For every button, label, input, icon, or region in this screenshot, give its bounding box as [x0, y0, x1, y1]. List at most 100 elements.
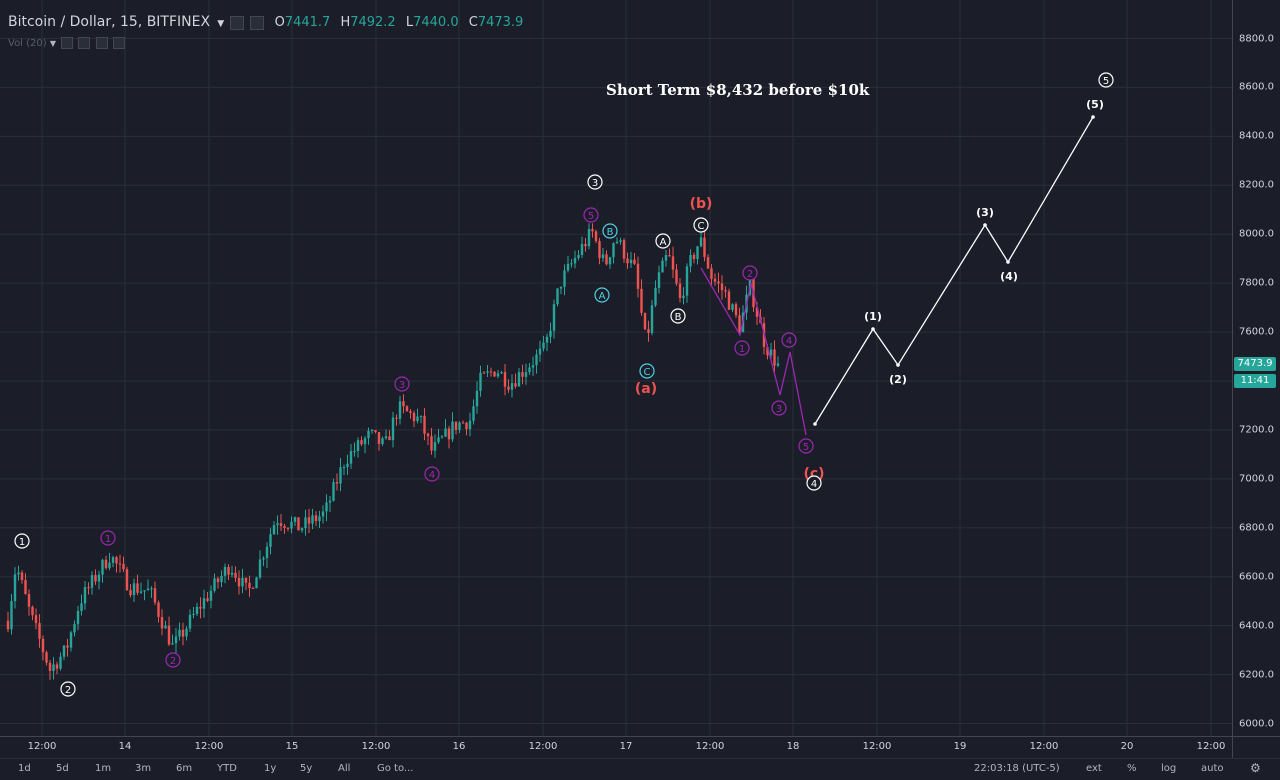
- time-tick: 19: [953, 741, 967, 752]
- range-button[interactable]: All: [338, 763, 351, 774]
- candle-body: [192, 614, 195, 616]
- range-button[interactable]: Go to...: [377, 763, 414, 774]
- candle-body: [552, 304, 556, 331]
- wave-label-text: A: [599, 291, 606, 302]
- wave-label: (2): [889, 373, 907, 386]
- volume-legend: Vol (20) ▼: [8, 37, 125, 49]
- wave-label: 1: [734, 340, 750, 356]
- settings-icon[interactable]: [250, 15, 265, 30]
- price-tick: 6600.0: [1239, 571, 1274, 583]
- projection-node: [896, 363, 900, 367]
- close-label: C: [468, 15, 478, 30]
- close-value: 7473.9: [477, 15, 524, 30]
- candle-body: [612, 243, 615, 258]
- candle-body: [346, 463, 349, 467]
- wave-label-ring: [639, 363, 655, 379]
- caret-down-icon[interactable]: ▼: [217, 19, 225, 29]
- candle-body: [486, 371, 489, 373]
- candle-body: [556, 288, 559, 305]
- ext-toggle[interactable]: ext: [1086, 763, 1102, 774]
- candle-body: [535, 354, 538, 366]
- range-button[interactable]: YTD: [217, 763, 237, 774]
- candle-body: [668, 255, 671, 257]
- range-button[interactable]: 5d: [56, 763, 69, 774]
- hide-icon[interactable]: [230, 15, 245, 30]
- candle-body: [591, 228, 594, 232]
- wave-label-ring: [1098, 72, 1114, 88]
- candle-body: [325, 502, 328, 512]
- chart-pane[interactable]: 1 2 1 2 3 4 5 B A C 3 A B C (b) (a) 2 1 4 3 5 (c) 4 (1) (2) (3) (4…: [0, 0, 1232, 736]
- candle-body: [391, 417, 395, 441]
- wave-label: 1: [14, 533, 30, 549]
- settings-icon[interactable]: [78, 37, 91, 49]
- wave-label-text: (2): [889, 373, 907, 386]
- wave-label-ring: [693, 217, 709, 233]
- candle-body: [549, 330, 552, 337]
- candle-body: [353, 450, 356, 452]
- wave-label-text: 1: [739, 344, 745, 355]
- wave-label-ring: [742, 265, 758, 281]
- caret-down-icon[interactable]: ▼: [49, 39, 57, 48]
- candle-body: [493, 371, 496, 377]
- wave-label: 5: [1098, 72, 1114, 88]
- candle-body: [150, 588, 153, 590]
- time-axis[interactable]: 12:00 14 12:00 15 12:00 16 12:00 17 12:00 18 12:00…: [0, 736, 1232, 758]
- candle-body: [125, 569, 129, 591]
- candle-body: [342, 466, 346, 468]
- range-button[interactable]: 1y: [264, 763, 277, 774]
- range-button[interactable]: 6m: [176, 763, 193, 774]
- candle-body: [517, 372, 521, 387]
- wave-label-text: 2: [65, 685, 71, 696]
- candle-body: [580, 244, 584, 255]
- wave-label: (b): [690, 196, 713, 212]
- time-tick: 12:00: [862, 741, 892, 752]
- candle-body: [521, 372, 524, 377]
- symbol-title[interactable]: Bitcoin / Dollar, 15, BITFINEX: [8, 14, 211, 30]
- candle-body: [160, 616, 164, 629]
- candle-body: [430, 436, 433, 451]
- candle-body: [615, 241, 619, 244]
- time-tick: 12:00: [528, 741, 558, 752]
- candle-body: [388, 436, 391, 441]
- candle-body: [678, 283, 682, 299]
- candle-body: [167, 625, 171, 645]
- wave-label-text: 4: [786, 336, 792, 347]
- candle-body: [717, 281, 720, 284]
- wave-label: 2: [742, 265, 758, 281]
- wave-label-ring: [771, 400, 787, 416]
- candle-body: [283, 525, 286, 528]
- candle-body: [363, 438, 367, 445]
- candle-body: [447, 428, 451, 440]
- low-value: 7440.0: [413, 15, 459, 30]
- candle-body: [524, 372, 528, 377]
- gear-icon[interactable]: ⚙: [1250, 761, 1261, 775]
- range-button[interactable]: 3m: [135, 763, 152, 774]
- wave-label-text: 1: [19, 537, 25, 548]
- price-chart[interactable]: 1212345BAC3ABC(b)(a)21435(c)4(1)(2)(3)(4…: [0, 0, 1232, 736]
- candle-body: [440, 436, 444, 438]
- candle-body: [395, 417, 398, 419]
- auto-toggle[interactable]: auto: [1201, 763, 1224, 774]
- candle-body: [52, 664, 55, 671]
- range-button[interactable]: 5y: [300, 763, 313, 774]
- add-icon[interactable]: [95, 37, 108, 49]
- candle-body: [55, 664, 59, 669]
- candle-body: [458, 422, 461, 430]
- close-icon[interactable]: [112, 37, 125, 49]
- candle-body: [766, 346, 769, 356]
- wave-label: 5: [583, 207, 599, 223]
- candle-body: [577, 254, 580, 259]
- candle-body: [94, 575, 97, 582]
- range-button[interactable]: 1m: [95, 763, 112, 774]
- volume-title[interactable]: Vol (20): [8, 38, 47, 49]
- projection-node: [1091, 115, 1095, 119]
- range-button[interactable]: 1d: [18, 763, 31, 774]
- hide-icon[interactable]: [61, 37, 74, 49]
- candle-body: [629, 259, 633, 264]
- candle-body: [654, 287, 657, 306]
- candle-body: [367, 430, 370, 439]
- log-toggle[interactable]: log: [1161, 763, 1177, 774]
- candle-body: [335, 482, 339, 484]
- percent-toggle[interactable]: %: [1127, 763, 1137, 774]
- candle-body: [731, 304, 734, 310]
